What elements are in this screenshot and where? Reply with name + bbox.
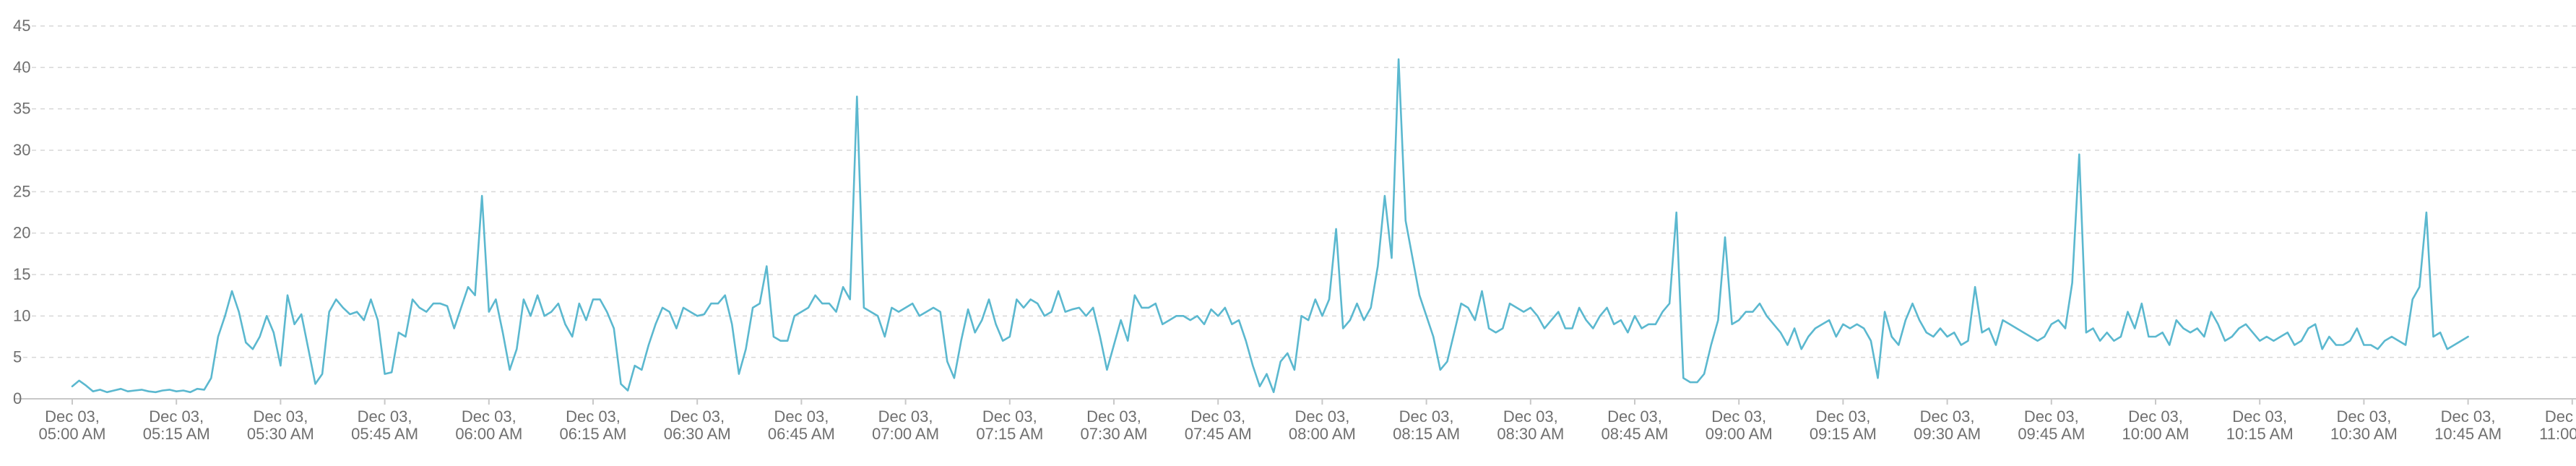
x-tick-label: Dec 03, 09:15 AM [1810, 407, 1877, 443]
x-tick-label: Dec 03, 08:00 AM [1289, 407, 1356, 443]
x-tick-label: Dec 03, 09:30 AM [1914, 407, 1981, 443]
x-tick-label: Dec 03, 07:00 AM [872, 407, 939, 443]
x-tick-label: Dec 03, 10:45 AM [2434, 407, 2502, 443]
x-tick-label: Dec 03, 08:30 AM [1497, 407, 1564, 443]
x-tick-label: Dec 03, 06:45 AM [768, 407, 835, 443]
x-tick-label: Dec 03, 05:30 AM [247, 407, 314, 443]
y-tick-label: 0 [13, 389, 22, 407]
x-tick-label: Dec 03, 06:30 AM [664, 407, 731, 443]
x-tick-label: Dec 03, 06:15 AM [560, 407, 627, 443]
y-tick-label: 10 [13, 306, 30, 324]
x-tick-label: Dec 03, 10:30 AM [2330, 407, 2398, 443]
y-tick-label: 5 [13, 348, 22, 366]
x-tick-label: Dec 03, 06:00 AM [455, 407, 522, 443]
x-tick-label: Dec 03, 09:45 AM [2018, 407, 2085, 443]
x-tick-label: Dec 03, 05:45 AM [351, 407, 418, 443]
y-tick-label: 40 [13, 58, 30, 76]
x-tick-label: Dec 03, 08:15 AM [1393, 407, 1460, 443]
y-tick-label: 35 [13, 100, 30, 118]
y-tick-label: 25 [13, 182, 30, 200]
x-tick-label: Dec 03, 05:15 AM [143, 407, 210, 443]
y-tick-label: 15 [13, 265, 30, 283]
series-line [71, 58, 2469, 394]
x-tick-label: Dec 03, 09:00 AM [1706, 407, 1773, 443]
x-tick-label: Dec 03, 07:45 AM [1185, 407, 1252, 443]
x-tick-label: Dec 03, 07:15 AM [976, 407, 1043, 443]
series-group [71, 58, 2469, 394]
x-axis-ticks: Dec 03, 05:00 AM Dec 03, 05:15 AM Dec 03, 05:… [39, 399, 2576, 443]
x-tick-label: Dec 03, 05:00 AM [39, 407, 106, 443]
x-tick-label: Dec 03, 10:15 AM [2226, 407, 2294, 443]
y-tick-label: 45 [13, 17, 30, 35]
y-tick-label: 30 [13, 141, 30, 159]
y-axis-ticks: 0 5 10 15 20 25 30 35 40 45 [13, 17, 30, 407]
x-tick-label: Dec 03, 10:00 AM [2122, 407, 2190, 443]
x-tick-label: Dec 03, 07:30 AM [1081, 407, 1148, 443]
x-tick-label: Dec 03, 08:45 AM [1602, 407, 1669, 443]
gridlines [14, 25, 2576, 358]
x-tick-label: Dec 03,11:00 AM [2539, 407, 2576, 443]
y-tick-label: 20 [13, 224, 30, 242]
